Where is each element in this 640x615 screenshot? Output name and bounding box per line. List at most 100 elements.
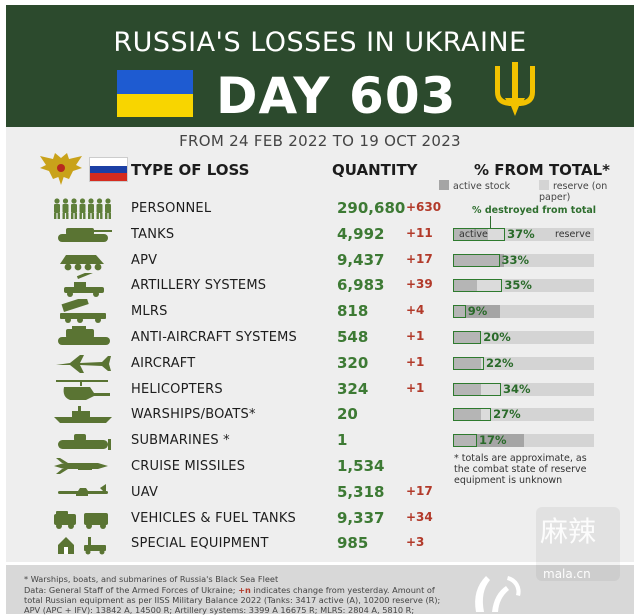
row-quantity: 818 [337,302,369,321]
mlrs-icon [60,299,106,324]
row-quantity: 1 [337,431,348,450]
row-name: PERSONNEL [131,201,212,216]
row-name: AIRCRAFT [131,355,196,371]
row-quantity: 20 [337,405,358,424]
footer-line-3: total Russian equipment as per IISS Mili… [24,595,441,605]
row-name: UAV [131,484,159,500]
totals-note: * totals are approximate, as the combat … [454,453,587,486]
aircraft-icon [56,354,111,373]
row-percent: 37% [507,226,535,241]
row-name: SPECIAL EQUIPMENT [131,536,269,552]
helicopter-icon [56,379,110,400]
active-stock-bar [453,356,482,370]
table-row: UAV 5,318 +17 [0,480,640,506]
watermark [536,507,620,581]
destroyed-bar [453,434,477,448]
table-row: ANTI-AIRCRAFT SYSTEMS 548 +1 20% [0,325,640,351]
row-percent: 27% [493,407,521,422]
row-name: WARSHIPS/BOATS* [131,407,256,423]
special-equipment-icon [58,537,106,555]
active-stock-bar [453,408,482,422]
day-counter: DAY 603 [216,67,457,125]
table-row: MLRS 818 +4 9% [0,299,640,325]
destroyed-bar [453,305,466,319]
table-row: TANKS 4,992 +11 37% active reserve [0,222,640,248]
table-row: HELICOPTERS 324 +1 34% [0,377,640,403]
row-delta: +3 [406,535,425,550]
bar-label-active: active [459,228,488,240]
column-header-percent: % FROM TOTAL* [474,161,611,179]
losses-panel [6,127,634,562]
active-stock-bar [453,279,477,293]
table-row: CRUISE MISSILES 1,534 [0,454,640,480]
legend-reserve-swatch [539,180,549,190]
vehicles-icon [54,510,108,529]
apv-icon [60,254,104,270]
reserve-bar [453,331,594,344]
row-delta: +34 [406,509,433,524]
trident-icon [495,62,535,116]
watermark-site: mala.cn [543,567,591,581]
row-name: APV [131,252,158,268]
row-name: TANKS [131,226,175,242]
row-percent: 17% [478,433,507,448]
cruise-missile-icon [54,458,108,474]
reserve-bar [453,279,594,293]
active-stock-bar [453,227,489,241]
row-quantity: 9,437 [337,250,385,269]
artillery-icon [64,273,104,298]
row-delta: +17 [406,251,433,266]
row-name: VEHICLES & FUEL TANKS [131,510,297,526]
row-percent: 22% [486,355,514,370]
row-quantity: 4,992 [337,224,385,243]
destroyed-bar [453,253,500,267]
row-name: SUBMARINES * [131,433,230,449]
table-row: AIRCRAFT 320 +1 22% [0,351,640,377]
footer-line-2-b: indicates change from yesterday. Amount … [250,585,435,595]
footer-sources: * Warships, boats, and submarines of Rus… [6,565,634,615]
bar-label-reserve: reserve [555,228,591,240]
row-quantity: 290,680 [337,199,406,217]
tank-icon [58,227,112,242]
reserve-bar [453,356,594,370]
page-title: RUSSIA'S LOSSES IN UKRAINE [113,27,527,58]
row-percent: 20% [483,330,511,344]
destroyed-bar [453,356,485,370]
legend-active: active stock [439,180,510,192]
footer-line-2-a: Data: General Staff of the Armed Forces … [24,585,239,595]
row-delta: +1 [406,380,425,395]
table-row: SPECIAL EQUIPMENT 985 +3 [0,531,640,557]
row-name: CRUISE MISSILES [131,459,246,474]
legend-active-swatch [439,180,449,190]
footer-line-2: Data: General Staff of the Armed Forces … [24,585,435,595]
row-delta: +39 [406,277,433,292]
uav-icon [58,483,108,496]
reserve-bar [453,382,594,396]
percent-caption: % destroyed from total [472,205,597,216]
reserve-bar [453,227,594,241]
row-delta: +1 [406,329,425,343]
soldiers-icon [54,198,111,219]
row-delta: +630 [406,200,442,214]
table-row: SUBMARINES * 1 17% [0,428,640,454]
publisher-logo-icon [475,576,521,612]
destroyed-bar [453,408,492,422]
active-stock-bar [453,331,482,344]
destroyed-bar [453,331,482,344]
anti-aircraft-icon [58,326,110,345]
footer-line-4: APV (APC + IFV): 13842 A, 14500 R; Artil… [24,605,415,615]
table-row: WARSHIPS/BOATS* 20 27% [0,402,640,428]
date-range: FROM 24 FEB 2022 TO 19 OCT 2023 [179,132,461,150]
row-quantity: 548 [337,328,369,346]
footer-plus-n: +n [238,585,251,595]
row-delta: +11 [406,225,433,240]
row-delta: +4 [406,303,425,318]
row-quantity: 5,318 [337,482,385,501]
legend-active-label: active stock [453,181,511,192]
row-quantity: 320 [337,353,369,372]
active-stock-bar [453,382,482,396]
active-stock-bar [453,305,500,319]
destroyed-bar [453,227,506,241]
active-stock-bar [453,253,504,267]
active-stock-bar [453,434,524,448]
